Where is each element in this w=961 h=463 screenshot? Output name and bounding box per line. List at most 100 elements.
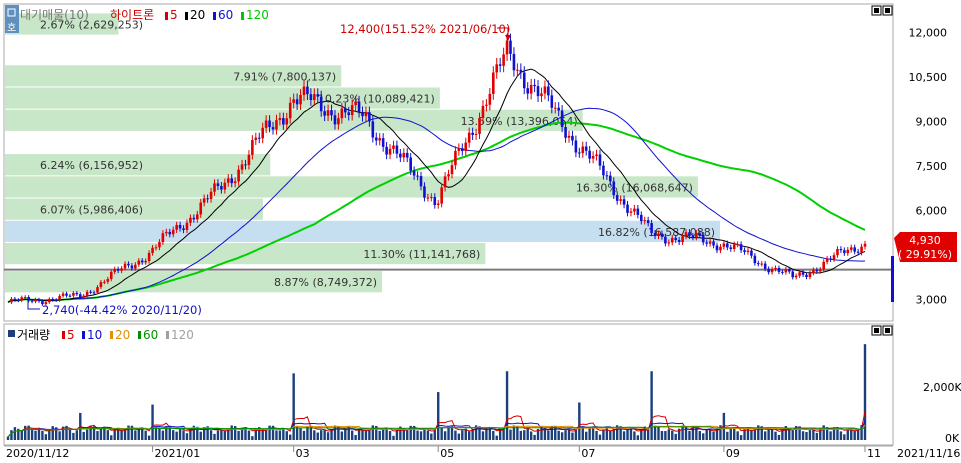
volume-bar [141,427,144,440]
volume-bar [330,429,333,440]
candle-body [388,148,392,155]
legend-toggle-icon[interactable] [8,330,15,337]
volume-bar [51,426,54,440]
candle-body [313,94,316,101]
volume-bar [381,429,385,440]
candle-body [233,181,237,184]
volume-bar [137,429,140,440]
volume-bar [788,428,791,440]
candle-body [106,279,110,282]
volume-bar [671,430,674,440]
volume-bar [612,429,615,440]
volume-bar [488,427,492,440]
candle-body [757,263,760,265]
volume-tick-0k: 0K [945,432,960,445]
volume-bar [151,404,154,440]
volume-bar [519,430,523,440]
volume-bar [130,425,134,440]
candle-body [433,197,437,205]
candle-body [381,138,385,147]
candle-body [471,132,474,135]
candle-body [512,53,516,71]
volume-bar [347,426,350,440]
candle-body [860,246,863,253]
price-tick: 3,000 [916,293,948,306]
volume-bar [199,431,202,440]
volume-bar [695,426,698,440]
candle-body [815,269,819,272]
x-tick-label: 09 [726,447,740,460]
volume-bar [6,436,10,440]
volume-bar [158,428,161,440]
candle-body [199,202,203,215]
x-axis: 2020/11/12 2021/11/16 2021/01 03 05 07 09 11 [4,445,960,460]
volume-bar [395,429,399,440]
candle-body [488,93,492,105]
volume-bar [467,431,471,440]
volume-bar [547,430,550,440]
candle-body [72,292,75,296]
candle-body [278,118,282,121]
current-price: 4,930 [909,234,941,247]
candle-body [92,292,96,294]
candle-body [158,242,161,248]
volume-bar [767,429,770,440]
candle-body [863,243,867,247]
candle-body [502,54,505,66]
candle-body [299,95,302,105]
candle-body [323,111,326,116]
volume-bar [605,427,609,440]
legend-toggle-icon[interactable] [7,8,16,17]
volume-bar [292,373,295,440]
volume-bar [633,431,636,440]
volume-bar [30,429,34,440]
candle-body [760,263,764,265]
candle-body [639,214,643,222]
candle-body [536,86,540,97]
candle-body [103,281,106,283]
volume-bar [278,430,282,440]
candle-body [165,231,168,234]
volume-bar [220,428,223,440]
candle-body [116,269,120,271]
volume-bar [829,431,832,440]
candle-body [705,242,708,244]
volume-bar [120,429,123,440]
volume-bar [258,427,261,440]
volume-bar [392,435,395,440]
candle-body [550,95,554,108]
candle-body [825,258,829,262]
candle-body [688,232,691,236]
volume-bar [426,430,430,440]
candle-body [364,112,368,117]
volume-bar [540,426,543,440]
candle-body [581,146,585,154]
volume-bar [161,430,165,440]
volume-bar [705,429,708,440]
volume-bar [450,426,454,440]
candle-body [454,150,457,166]
ma120-line [7,121,866,304]
volume-bar [808,430,812,440]
volume-bar [846,429,849,440]
candle-body [646,220,650,224]
profile-label: 6.24% (6,156,952) [40,159,143,172]
candle-body [722,243,726,247]
candle-body [440,187,443,204]
candle-body [295,99,299,105]
volume-bar [505,371,509,440]
volume-bar [271,425,275,440]
candle-body [175,225,178,230]
candle-body [113,269,116,272]
volume-bar [698,431,701,440]
volume-bar [843,434,846,440]
volume-bar [165,426,168,440]
candle-body [602,165,605,176]
candle-body [612,181,616,196]
ma60-line [7,107,866,303]
candle-body [832,255,836,260]
volume-bar [760,426,763,440]
candle-body [619,199,622,201]
volume-bar [237,430,240,440]
